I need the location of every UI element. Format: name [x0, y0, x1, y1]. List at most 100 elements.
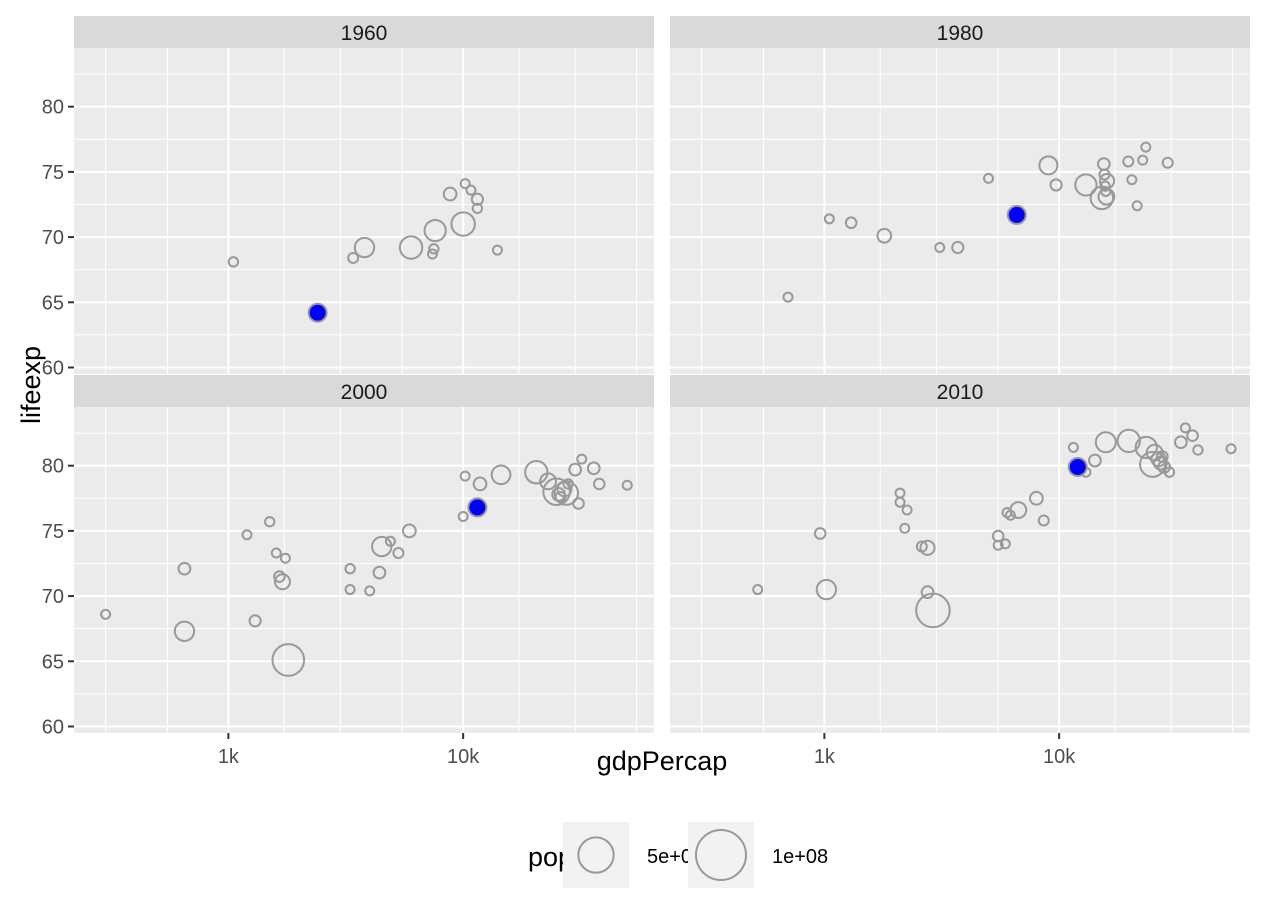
data-point: [586, 461, 601, 476]
facet-panel-1960: 1960: [74, 16, 654, 374]
data-point: [992, 539, 1004, 551]
facet-panel-2010: 2010: [670, 375, 1250, 733]
facet-panel-2000: 2000: [74, 375, 654, 733]
data-point: [815, 578, 838, 601]
data-point: [401, 523, 417, 539]
data-point: [876, 227, 893, 244]
data-point: [951, 240, 965, 255]
data-point: [470, 192, 484, 206]
data-point: [490, 464, 512, 486]
data-point: [934, 242, 946, 254]
data-point: [1161, 156, 1174, 169]
data-point: [1140, 141, 1152, 153]
data-point: [1225, 443, 1237, 455]
data-point: [899, 522, 911, 534]
facet-strip: [74, 16, 654, 48]
data-point: [1179, 422, 1191, 434]
data-point: [1116, 428, 1141, 454]
data-point: [1186, 429, 1199, 442]
data-point: [248, 614, 262, 628]
data-point: [472, 476, 488, 492]
data-point: [542, 477, 571, 506]
size-legend: pop 5e+07 1e+08: [528, 822, 828, 888]
gridlines: [74, 407, 654, 733]
legend-key-background: [563, 822, 629, 888]
axes: 60 65 70 75 80 60 65 70 75 80 1k 10k 1k 10k: [42, 97, 1077, 768]
facet-strip: [670, 375, 1250, 407]
data-point: [782, 291, 794, 303]
data-point: [459, 178, 471, 190]
data-point: [1192, 444, 1204, 456]
points: [782, 141, 1174, 303]
data-point: [392, 547, 405, 560]
data-point: [1049, 178, 1063, 192]
data-point: [271, 643, 306, 677]
points: [227, 178, 503, 323]
highlighted-point: [307, 302, 328, 323]
y-tick-label: 75: [42, 521, 64, 543]
data-point: [1137, 154, 1149, 166]
data-point: [982, 172, 994, 184]
data-point: [1131, 200, 1143, 212]
data-point: [428, 243, 440, 255]
highlighted-point: [1067, 456, 1088, 477]
data-point: [471, 202, 484, 215]
data-point: [752, 584, 764, 596]
data-point: [1038, 155, 1059, 176]
data-point: [1174, 435, 1188, 450]
data-point: [177, 561, 192, 576]
data-point: [1067, 441, 1079, 453]
data-point: [920, 585, 935, 600]
data-point: [823, 213, 835, 225]
panel-background: [74, 48, 654, 374]
legend-label: 1e+08: [772, 846, 828, 868]
panel-background: [670, 48, 1250, 374]
data-point: [894, 496, 906, 508]
data-point: [999, 538, 1011, 550]
data-point: [572, 497, 585, 510]
data-point: [173, 620, 196, 642]
facet-strip-label: 1980: [937, 22, 984, 45]
legend-key-background: [688, 822, 754, 888]
y-tick-label: 65: [42, 651, 64, 673]
facet-strip-label: 2010: [937, 381, 984, 404]
data-point: [364, 585, 376, 597]
y-tick-label: 80: [42, 97, 64, 119]
data-point: [844, 216, 858, 230]
data-point: [915, 592, 951, 629]
data-point: [344, 584, 356, 596]
data-point: [562, 478, 574, 490]
facet-strip-label: 2000: [341, 381, 388, 404]
data-point: [813, 527, 827, 540]
facet-panels: 1960 1980 2000 2010: [74, 16, 1250, 733]
data-point: [576, 453, 588, 465]
data-point: [465, 184, 477, 196]
facet-panel-1980: 1980: [670, 16, 1250, 374]
gridlines: [74, 48, 654, 374]
data-point: [1029, 490, 1044, 506]
data-point: [372, 565, 387, 580]
y-tick-label: 70: [42, 227, 64, 249]
x-tick-label: 10k: [1043, 746, 1076, 768]
data-point: [423, 218, 447, 243]
data-point: [1037, 514, 1050, 527]
y-tick-label: 80: [42, 456, 64, 478]
y-tick-label: 60: [42, 716, 64, 738]
y-tick-label: 65: [42, 292, 64, 314]
facet-strip-label: 1960: [341, 22, 388, 45]
data-point: [553, 480, 580, 506]
points: [100, 453, 633, 677]
data-point: [347, 251, 360, 264]
y-tick-label: 60: [42, 357, 64, 379]
data-point: [1134, 435, 1158, 460]
data-point: [919, 539, 936, 556]
data-point: [491, 244, 503, 256]
highlighted-point: [467, 497, 488, 518]
data-point: [1099, 180, 1111, 192]
data-point: [1009, 501, 1028, 519]
data-point: [270, 547, 282, 559]
data-point: [568, 462, 583, 477]
data-point: [1074, 173, 1098, 197]
x-tick-label: 1k: [814, 746, 836, 768]
